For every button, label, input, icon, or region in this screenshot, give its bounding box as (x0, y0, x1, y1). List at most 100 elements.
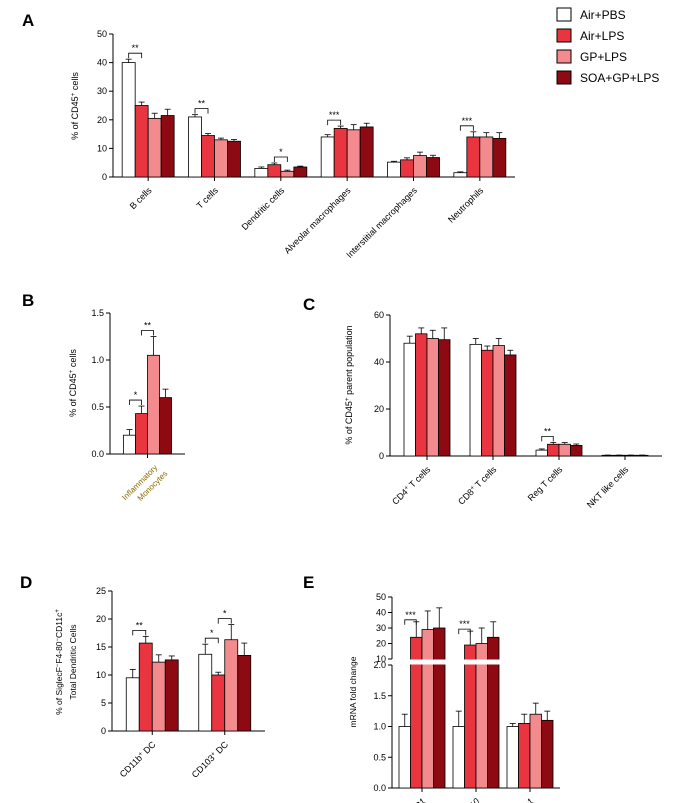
y-tick-label: 0 (101, 726, 106, 736)
tick-label-part: T cells (471, 464, 498, 491)
axis-label-part: + (68, 369, 75, 373)
y-tick-label: 5 (101, 698, 106, 708)
x-tick-label-interstitial-macrophages: Interstitial macrophages (344, 185, 419, 260)
bar-gp-lps (151, 661, 166, 732)
significance-bracket (459, 125, 474, 131)
bar-gp-lps (426, 338, 439, 457)
significance-label: ** (544, 426, 552, 436)
bar-air-lps (464, 644, 477, 789)
axis-label-part: CD11c (54, 612, 64, 638)
x-tick-label-alveolar-macrophages: Alveolar macrophages (282, 185, 353, 256)
y-axis-label: % of CD45+ cells (68, 349, 79, 417)
y-tick-label: 20 (97, 115, 107, 125)
x-tick-label-t-cells: T cells (195, 185, 221, 211)
bar-air-pbs (123, 434, 136, 455)
y-tick-label: 60 (374, 310, 384, 320)
bar-air-pbs (469, 343, 482, 457)
axis-label-part: cells (70, 72, 80, 93)
axis-label-part: % of CD45 (344, 401, 354, 445)
bar-soa-gp-lps (433, 627, 446, 789)
bar-air-pbs (198, 653, 213, 732)
y-tick-label: 10 (97, 143, 107, 153)
y-tick-label: 0.5 (373, 752, 386, 762)
bar-soa-gp-lps (541, 719, 554, 789)
axis-label-part: % of CD45 (70, 96, 80, 140)
x-tick-label-reg-t-cells: Reg T cells (526, 464, 565, 503)
y-tick-label: 0.5 (91, 402, 104, 412)
bar-gp-lps (147, 117, 162, 178)
axis-label-part: − (55, 637, 61, 641)
x-tick-label-cd103-dc: CD103+ DC (189, 739, 230, 780)
y-tick-label: 0.0 (91, 449, 104, 459)
bar-gp-lps (214, 139, 228, 178)
axis-label-part: F4-80 (54, 641, 64, 663)
y-tick-label: 10 (376, 654, 386, 664)
y-tick-label: 25 (96, 586, 106, 596)
bar-air-pbs (320, 136, 335, 178)
y-axis-label-2: Total Dendritic Cells (68, 624, 78, 699)
bar-gp-lps (421, 629, 434, 789)
legend-swatch-soa-gp-lps (556, 70, 572, 85)
panel-label-d: D (20, 573, 32, 592)
significance-label: ** (144, 321, 152, 331)
bar-soa-gp-lps (237, 655, 252, 732)
x-tick-label-nkt-like-cells: NKT like cells (585, 464, 631, 510)
bar-air-lps (466, 136, 481, 178)
bar-air-pbs (506, 726, 519, 789)
legend-label-air-lps: Air+LPS (580, 29, 624, 43)
bar-soa-gp-lps (570, 445, 583, 457)
tick-label-part: + (209, 750, 217, 758)
bar-air-lps (547, 443, 560, 457)
bar-air-pbs (403, 342, 416, 457)
bar-soa-gp-lps (164, 659, 179, 732)
panel-c: C 0 20 40 60 CD4+ T cells CD8+ T cells Reg T ce… (303, 295, 662, 510)
bar-air-lps (267, 164, 282, 178)
bar-soa-gp-lps (160, 115, 175, 178)
bar-air-pbs (188, 116, 202, 178)
bar-gp-lps (280, 170, 295, 178)
legend-label-air-pbs: Air+PBS (580, 8, 626, 22)
bar-gp-lps (492, 345, 505, 457)
bar-air-pbs (452, 726, 465, 789)
tick-label-part: + (137, 750, 145, 758)
legend-label-soa-gp-lps: SOA+GP+LPS (580, 71, 659, 85)
legend-label-gp-lps: GP+LPS (580, 50, 627, 64)
legend: Air+PBS Air+LPS GP+LPS SOA+GP+LPS (556, 7, 659, 85)
y-tick-label: 20 (96, 614, 106, 624)
axis-label-part: + (344, 397, 351, 401)
bar-air-pbs (535, 449, 548, 457)
bar-soa-gp-lps (492, 137, 507, 178)
legend-swatch-air-lps (556, 28, 572, 43)
bar-gp-lps (558, 443, 571, 457)
bar-gp-lps (224, 639, 239, 732)
significance-label: *** (462, 116, 473, 126)
axis-label-part: parent population (344, 325, 354, 397)
significance-bracket (128, 52, 143, 59)
axis-label-part: + (55, 609, 61, 613)
bar-soa-gp-lps (227, 140, 241, 178)
y-axis-label: mRNA fold change (348, 656, 358, 727)
significance-bracket (217, 618, 232, 624)
axis-label-part: % of SiglecF (54, 667, 64, 715)
x-tick-label-cd4-t-cells: CD4+ T cells (390, 464, 433, 507)
significance-label: * (279, 147, 283, 157)
bar-air-lps (415, 333, 428, 457)
panel-label-e: E (303, 573, 314, 592)
bar-air-pbs (387, 161, 401, 178)
x-tick-label-cd11b-dc: CD11b+ DC (117, 739, 158, 780)
bar-gp-lps (479, 136, 494, 178)
bar-soa-gp-lps (293, 166, 308, 178)
panel-label-c: C (303, 295, 315, 314)
y-tick-label: 40 (374, 357, 384, 367)
significance-label: *** (329, 110, 340, 120)
bar-gp-lps (346, 129, 361, 178)
bar-soa-gp-lps (159, 397, 172, 455)
bar-soa-gp-lps (504, 354, 517, 457)
y-tick-label: 1.0 (91, 355, 104, 365)
panel-label-b: B (22, 291, 34, 310)
y-tick-label: 1.0 (373, 722, 386, 732)
x-tick-label-cxcl10: Cxcl10 (455, 796, 482, 803)
bar-air-lps (211, 674, 226, 732)
significance-label: * (134, 390, 138, 400)
